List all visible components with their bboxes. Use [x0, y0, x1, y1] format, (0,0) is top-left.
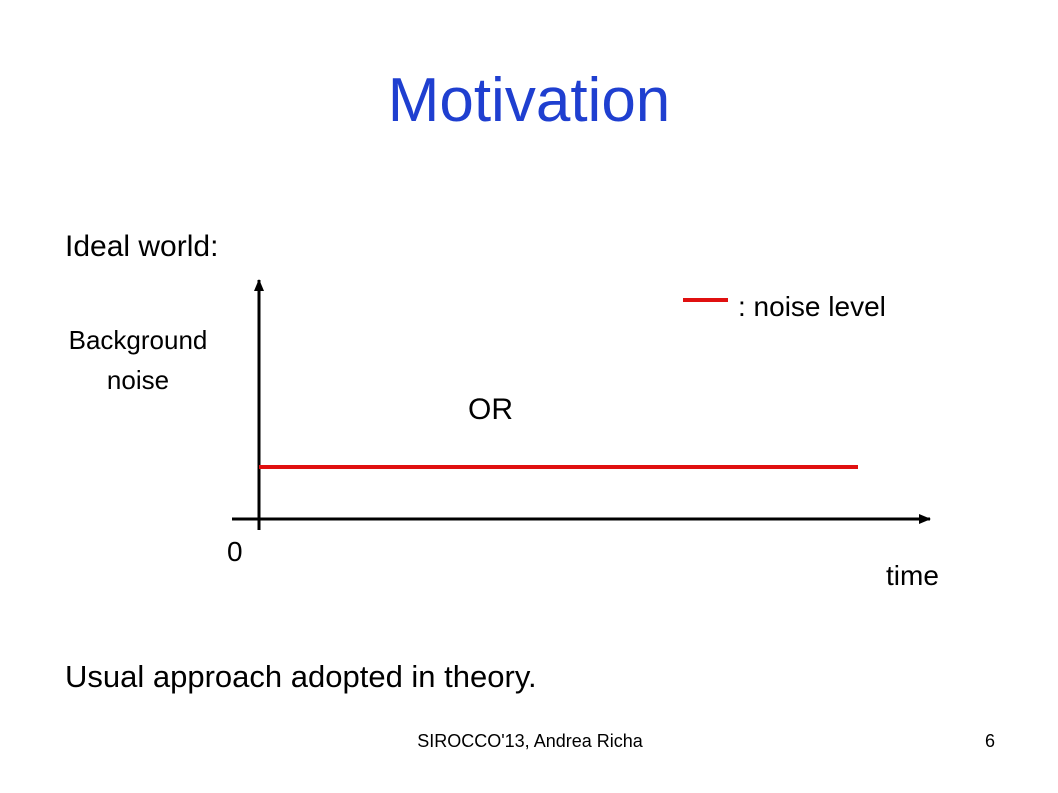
subtitle: Ideal world: — [65, 230, 219, 263]
footer: SIROCCO'13, Andrea Richa — [417, 731, 643, 751]
legend-label: : noise level — [738, 291, 886, 322]
or-text: OR — [468, 393, 513, 426]
y-axis-label: Background noise — [68, 325, 208, 395]
caption: Usual approach adopted in theory. — [65, 659, 537, 694]
title: Motivation — [387, 66, 671, 135]
origin-label: 0 — [227, 536, 243, 567]
page-number: 6 — [985, 731, 996, 751]
x-axis-label: time — [886, 560, 939, 591]
